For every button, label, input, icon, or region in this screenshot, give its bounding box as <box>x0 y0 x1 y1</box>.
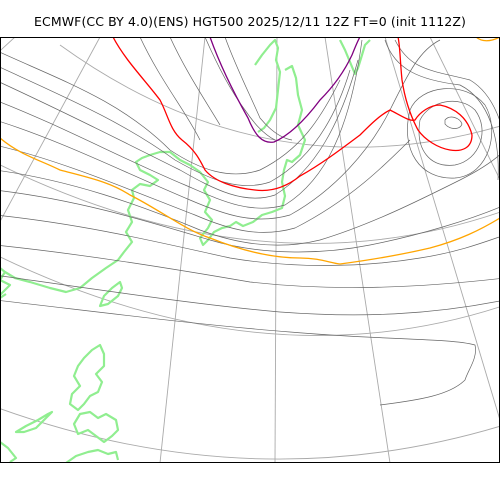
contour-line <box>224 37 293 141</box>
latitude-circle <box>0 408 500 460</box>
coastline <box>0 38 371 463</box>
latitude-circle <box>0 256 500 336</box>
coastline-greenland <box>0 64 307 294</box>
contour-line <box>0 139 411 233</box>
meridian <box>0 37 16 52</box>
coastline-greenland-north <box>254 38 282 133</box>
contour-line <box>204 37 276 141</box>
meridian <box>384 37 500 421</box>
coastline-labrador <box>68 343 106 412</box>
contour-line <box>384 39 499 181</box>
meridian <box>0 37 101 223</box>
coastline-baffin-island <box>98 280 124 308</box>
contour-line <box>0 51 341 175</box>
contour-line <box>418 101 483 166</box>
contour-line <box>0 39 441 220</box>
contour-line <box>407 88 493 179</box>
coastline-southern <box>0 441 120 463</box>
height-contours <box>0 37 500 406</box>
contour-5100 <box>209 37 361 143</box>
contour-5400 <box>112 37 473 192</box>
contour-5700 <box>0 137 500 265</box>
contour-5700-north <box>475 37 500 42</box>
latitude-circle <box>0 164 500 244</box>
coastline-greenland-east <box>339 39 371 76</box>
contour-line <box>0 300 476 406</box>
coastline-newfoundland <box>14 410 54 434</box>
contour-line <box>394 39 500 123</box>
contour-line <box>139 37 201 141</box>
contour-line <box>0 245 500 288</box>
contour-line <box>0 154 500 246</box>
latitude-circle <box>59 44 500 148</box>
contour-line <box>0 59 359 199</box>
contour-line <box>0 39 363 209</box>
contour-line <box>0 215 500 266</box>
graticule <box>0 37 500 463</box>
contour-line <box>169 37 221 126</box>
contour-line <box>0 190 500 253</box>
meridian <box>159 37 206 463</box>
contour-line <box>444 116 463 129</box>
contour-line <box>0 275 500 316</box>
map-title: ECMWF(CC BY 4.0)(ENS) HGT500 2025/12/11 … <box>34 14 466 29</box>
coastline-quebec <box>72 410 120 444</box>
meridian <box>429 37 500 181</box>
map-background <box>0 37 500 463</box>
